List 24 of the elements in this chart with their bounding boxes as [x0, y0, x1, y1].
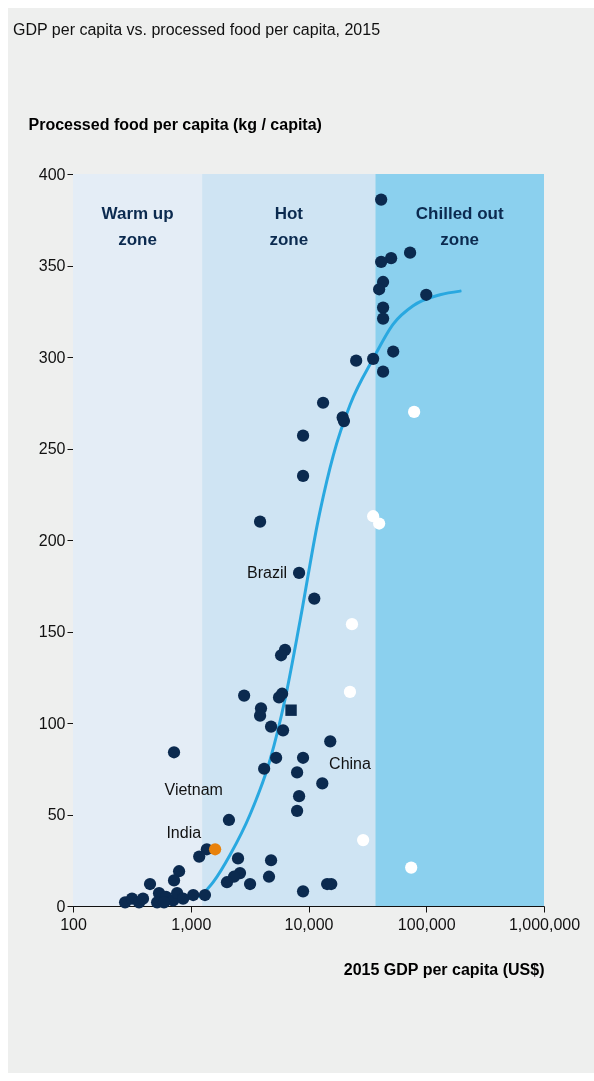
band-label: Chilled out zone — [415, 204, 504, 249]
y-tick-label: 350 — [38, 257, 66, 274]
annotation: China — [329, 755, 371, 773]
annotation: Brazil — [247, 563, 288, 581]
chart-title: GDP per capita vs. processed food per capita, 2015 — [13, 21, 381, 38]
y-tick-label: 250 — [38, 440, 66, 457]
x-tick-label: 1,000,000 — [508, 915, 581, 933]
y-tick-label: 150 — [38, 623, 66, 640]
y-tick-label: 200 — [38, 531, 66, 549]
band-label: Hot zone — [269, 204, 309, 249]
x-tick-label: 1,000 — [171, 915, 212, 933]
y-tick-label: 0 — [56, 897, 66, 915]
y-axis-title: Processed food per capita (kg / capita) — [28, 115, 322, 133]
x-tick-label: 100 — [60, 915, 87, 933]
annotation: Vietnam — [164, 780, 223, 798]
y-tick-label: 50 — [47, 806, 66, 823]
y-tick-label: 400 — [38, 165, 66, 183]
band-label: Warm up zone — [101, 204, 174, 249]
annotation: India — [166, 824, 202, 842]
y-tick-label: 300 — [38, 348, 66, 366]
y-tick-label: 100 — [38, 714, 66, 732]
x-tick-label: 10,000 — [284, 915, 334, 933]
x-tick-label: 100,000 — [397, 915, 456, 933]
x-axis-title: 2015 GDP per capita (US$) — [343, 960, 545, 978]
